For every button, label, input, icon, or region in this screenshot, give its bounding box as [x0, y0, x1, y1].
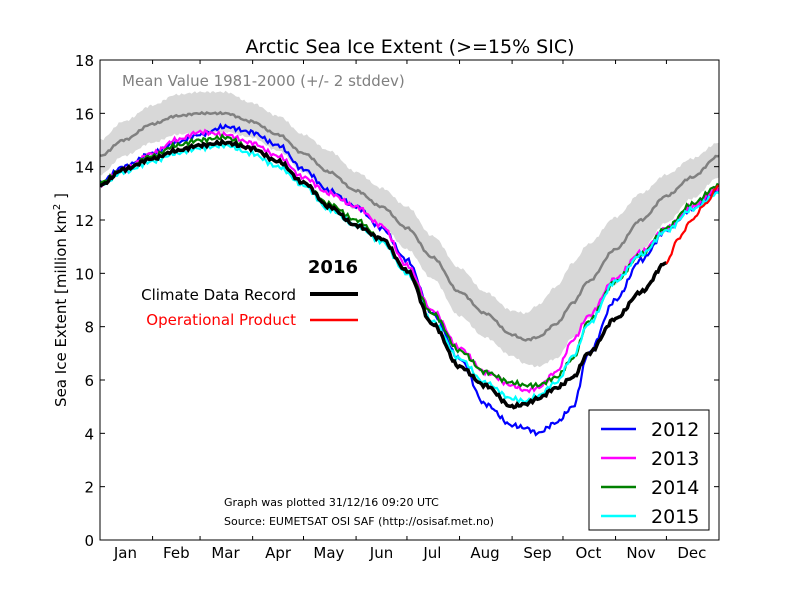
legend-label-2012: 2012: [651, 419, 699, 441]
chart-title: Arctic Sea Ice Extent (>=15% SIC): [245, 36, 574, 58]
plot-frame: [99, 59, 720, 541]
series-line-2016-cdr: [100, 138, 668, 410]
legend-label-2013: 2013: [651, 448, 699, 470]
y-tick-label-0: 0: [84, 532, 94, 550]
month-label-aug: Aug: [470, 544, 499, 562]
plot-area: [100, 90, 719, 437]
mean-line: [100, 110, 719, 342]
y-tick-label-4: 4: [84, 425, 94, 443]
note-source: Source: EUMETSAT OSI SAF (http://osisaf.…: [224, 515, 494, 528]
mean-value-label: Mean Value 1981-2000 (+/- 2 stddev): [122, 72, 405, 90]
y-axis-label: Sea Ice Extent [million km2 ]: [52, 193, 70, 407]
legend-2016: 2016 Climate Data Record Operational Pro…: [141, 257, 358, 329]
month-label-nov: Nov: [626, 544, 655, 562]
legend-cdr-label: Climate Data Record: [141, 286, 296, 304]
month-label-mar: Mar: [211, 544, 240, 562]
y-tick-label-6: 6: [84, 372, 94, 390]
axes: 0 2 4 6 8 10 12 14 16 18 Jan Feb Mar Apr May Jun Jul Aug S…: [75, 52, 719, 562]
series-line-2016-operational: [665, 184, 719, 265]
legend-op-label: Operational Product: [146, 311, 296, 329]
y-tick-label-8: 8: [84, 319, 94, 337]
y-tick-label-12: 12: [75, 212, 94, 230]
note-plotted: Graph was plotted 31/12/16 09:20 UTC: [224, 496, 439, 509]
month-label-sep: Sep: [523, 544, 551, 562]
month-label-jun: Jun: [369, 544, 393, 562]
y-tick-label-2: 2: [84, 479, 94, 497]
y-tick-label-16: 16: [75, 105, 94, 123]
y-tick-label-10: 10: [75, 265, 94, 283]
month-label-oct: Oct: [575, 544, 601, 562]
series-group: [100, 90, 719, 437]
legend-label-2015: 2015: [651, 506, 699, 528]
month-label-jan: Jan: [113, 544, 137, 562]
legend-2016-year: 2016: [308, 257, 358, 278]
month-label-may: May: [313, 544, 344, 562]
month-label-dec: Dec: [677, 544, 706, 562]
month-label-apr: Apr: [265, 544, 292, 562]
month-label-feb: Feb: [163, 544, 190, 562]
legend-label-2014: 2014: [651, 477, 699, 499]
y-tick-label-14: 14: [75, 159, 94, 177]
month-label-jul: Jul: [422, 544, 441, 562]
y-tick-label-18: 18: [75, 52, 94, 70]
legend-years: 2012 2013 2014 2015: [588, 409, 710, 531]
